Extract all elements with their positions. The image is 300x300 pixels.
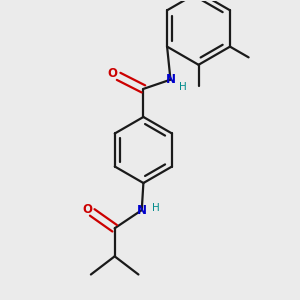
Text: H: H	[179, 82, 187, 92]
Text: N: N	[166, 73, 176, 86]
Text: N: N	[137, 204, 147, 217]
Text: O: O	[108, 67, 118, 80]
Text: H: H	[152, 203, 160, 214]
Text: O: O	[82, 203, 92, 216]
